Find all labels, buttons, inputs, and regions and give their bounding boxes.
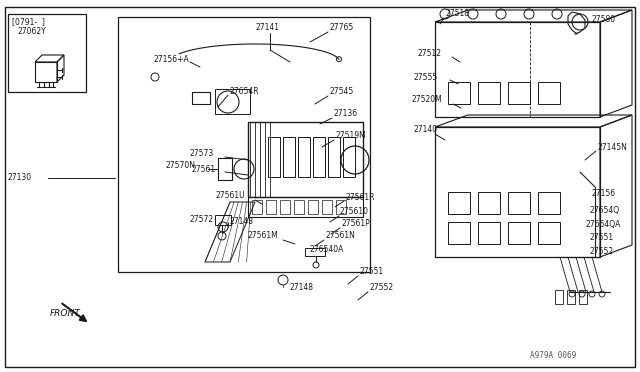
Text: 27654Q: 27654Q — [590, 205, 620, 215]
Text: 27141: 27141 — [255, 23, 279, 32]
Bar — [283, 137, 295, 177]
Bar — [579, 290, 587, 304]
Bar — [328, 137, 340, 177]
Text: 27552: 27552 — [370, 283, 394, 292]
Text: 27130: 27130 — [8, 173, 32, 183]
Bar — [218, 158, 232, 180]
Bar — [508, 192, 530, 214]
Text: 27545: 27545 — [330, 87, 355, 96]
Bar — [294, 200, 304, 214]
Text: 27561U: 27561U — [215, 192, 244, 201]
Bar — [266, 200, 276, 214]
Bar — [252, 200, 262, 214]
Text: 27555: 27555 — [413, 73, 437, 81]
Bar — [268, 137, 280, 177]
Text: 275610: 275610 — [340, 208, 369, 217]
Bar — [538, 192, 560, 214]
Text: [0791-  ]: [0791- ] — [12, 17, 45, 26]
Bar — [508, 82, 530, 104]
Text: 27148: 27148 — [290, 282, 314, 292]
Text: 27551: 27551 — [590, 234, 614, 243]
Bar — [248, 197, 363, 217]
Text: 27561P: 27561P — [341, 219, 370, 228]
Bar — [215, 215, 231, 225]
Text: 27654QA: 27654QA — [586, 219, 621, 228]
Text: 27518: 27518 — [445, 10, 469, 19]
Text: 27136: 27136 — [334, 109, 358, 119]
Bar — [538, 222, 560, 244]
Bar — [280, 200, 290, 214]
Text: 27156: 27156 — [592, 189, 616, 199]
Bar — [508, 222, 530, 244]
Text: 27552: 27552 — [590, 247, 614, 257]
Bar — [8, 14, 86, 92]
Bar — [478, 192, 500, 214]
Bar — [322, 200, 332, 214]
Bar — [478, 222, 500, 244]
Text: 27520M: 27520M — [411, 96, 442, 105]
Bar — [343, 137, 355, 177]
Text: 27561M: 27561M — [248, 231, 279, 241]
Bar — [538, 82, 560, 104]
Text: FRONT: FRONT — [50, 310, 81, 318]
Text: 27561: 27561 — [192, 164, 216, 173]
Bar — [313, 137, 325, 177]
Text: 27561N: 27561N — [325, 231, 355, 241]
Bar — [215, 89, 250, 114]
Text: 27140: 27140 — [413, 125, 437, 135]
Text: 27561R: 27561R — [345, 192, 374, 202]
Bar — [435, 22, 600, 117]
Text: 27573: 27573 — [190, 150, 214, 158]
Bar — [567, 290, 575, 304]
Bar — [478, 82, 500, 104]
Text: A979A 0069: A979A 0069 — [530, 351, 576, 360]
Bar — [448, 192, 470, 214]
Text: 27572: 27572 — [190, 215, 214, 224]
Bar — [555, 290, 563, 304]
Text: 27580: 27580 — [592, 16, 616, 25]
Bar — [308, 200, 318, 214]
Bar — [336, 200, 346, 214]
Bar — [305, 248, 325, 256]
Bar — [298, 137, 310, 177]
Text: 27156+A: 27156+A — [153, 55, 189, 64]
Text: 27062Y: 27062Y — [17, 28, 45, 36]
Text: 27765: 27765 — [330, 23, 355, 32]
Text: 27570N: 27570N — [165, 161, 195, 170]
Bar — [192, 92, 210, 104]
Bar — [248, 122, 363, 197]
Text: 27512: 27512 — [417, 49, 441, 58]
Bar — [435, 127, 600, 257]
Text: 276540A: 276540A — [310, 246, 344, 254]
Text: 27148: 27148 — [230, 218, 254, 227]
Text: 27654R: 27654R — [230, 87, 260, 96]
Text: 27145N: 27145N — [598, 142, 628, 151]
Bar — [448, 222, 470, 244]
Text: 27519M: 27519M — [336, 131, 367, 141]
Bar — [448, 82, 470, 104]
Text: 27551: 27551 — [360, 267, 384, 276]
